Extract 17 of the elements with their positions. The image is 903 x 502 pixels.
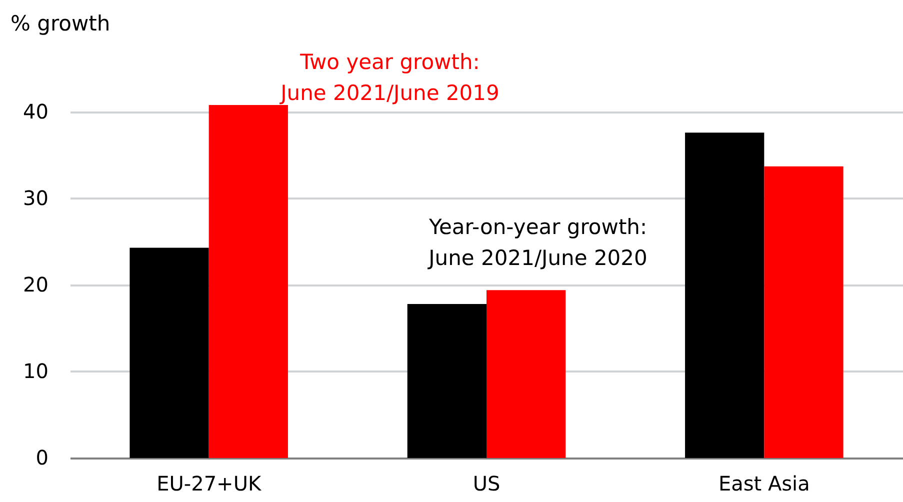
x-tick-label: EU-27+UK: [156, 472, 262, 496]
x-tick-label: US: [472, 472, 500, 496]
y-axis-title: % growth: [10, 12, 110, 36]
bar: [407, 304, 486, 458]
bar: [764, 166, 844, 458]
y-tick-label: 20: [23, 272, 48, 296]
series-label: Year-on-year growth: June 2021/June 2020: [426, 215, 648, 270]
y-tick-label: 40: [23, 99, 48, 124]
series-label: Two year growth: June 2021/June 2019: [278, 50, 500, 105]
y-tick-label: 10: [23, 358, 48, 383]
bar: [130, 248, 209, 458]
y-tick-label: 0: [36, 446, 48, 470]
bar: [685, 132, 764, 458]
x-tick-label: East Asia: [718, 472, 810, 496]
y-tick-label: 30: [23, 186, 48, 210]
bar: [486, 290, 566, 458]
bar: [208, 105, 288, 458]
